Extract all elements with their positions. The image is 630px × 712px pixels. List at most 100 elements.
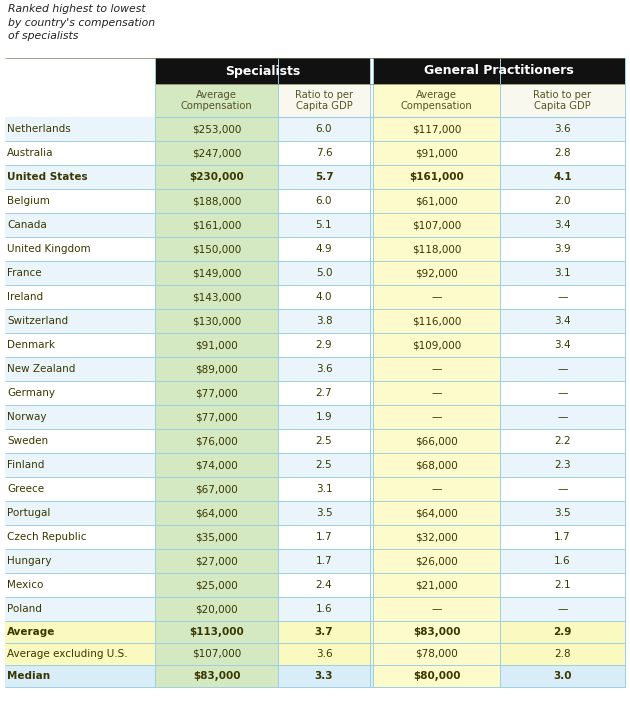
- Bar: [373, 597, 500, 621]
- Bar: [373, 165, 500, 189]
- Bar: [373, 189, 500, 213]
- Bar: [373, 285, 500, 309]
- Bar: [155, 309, 278, 333]
- Bar: [155, 357, 278, 381]
- Bar: [373, 58, 625, 84]
- Bar: [5, 597, 625, 621]
- Text: 2.7: 2.7: [316, 388, 332, 398]
- Bar: [155, 501, 278, 525]
- Text: Ratio to per
Capita GDP: Ratio to per Capita GDP: [534, 90, 592, 111]
- Text: $109,000: $109,000: [412, 340, 461, 350]
- Text: $78,000: $78,000: [415, 649, 458, 659]
- Bar: [373, 501, 500, 525]
- Text: 3.6: 3.6: [554, 124, 571, 134]
- Bar: [155, 189, 278, 213]
- Text: Poland: Poland: [7, 604, 42, 614]
- Text: $83,000: $83,000: [193, 671, 240, 681]
- Bar: [373, 621, 500, 643]
- Text: Portugal: Portugal: [7, 508, 50, 518]
- Bar: [373, 665, 500, 687]
- Text: $74,000: $74,000: [195, 460, 238, 470]
- Text: $66,000: $66,000: [415, 436, 458, 446]
- Text: $130,000: $130,000: [192, 316, 241, 326]
- Bar: [373, 261, 500, 285]
- Text: Average excluding U.S.: Average excluding U.S.: [7, 649, 128, 659]
- Text: Canada: Canada: [7, 220, 47, 230]
- Bar: [373, 643, 500, 665]
- Bar: [155, 621, 278, 643]
- Text: 1.6: 1.6: [316, 604, 332, 614]
- Text: Mexico: Mexico: [7, 580, 43, 590]
- Bar: [155, 525, 278, 549]
- Text: Australia: Australia: [7, 148, 54, 158]
- Text: 3.8: 3.8: [316, 316, 332, 326]
- Text: $107,000: $107,000: [412, 220, 461, 230]
- Bar: [5, 381, 625, 405]
- Bar: [5, 141, 625, 165]
- Text: 1.7: 1.7: [316, 556, 332, 566]
- Bar: [155, 405, 278, 429]
- Bar: [373, 213, 500, 237]
- Text: —: —: [432, 412, 442, 422]
- Text: 5.0: 5.0: [316, 268, 332, 278]
- Text: $91,000: $91,000: [415, 148, 458, 158]
- Text: $68,000: $68,000: [415, 460, 458, 470]
- Text: $80,000: $80,000: [413, 671, 461, 681]
- Text: Finland: Finland: [7, 460, 44, 470]
- Text: 2.4: 2.4: [316, 580, 332, 590]
- Bar: [5, 213, 625, 237]
- Bar: [155, 333, 278, 357]
- Bar: [155, 285, 278, 309]
- Bar: [155, 117, 278, 141]
- Text: —: —: [432, 388, 442, 398]
- Text: —: —: [432, 292, 442, 302]
- Bar: [373, 453, 500, 477]
- Text: $77,000: $77,000: [195, 412, 238, 422]
- Bar: [155, 261, 278, 285]
- Bar: [5, 453, 625, 477]
- Bar: [5, 621, 625, 643]
- Text: $20,000: $20,000: [195, 604, 238, 614]
- Text: Median: Median: [7, 671, 50, 681]
- Text: Netherlands: Netherlands: [7, 124, 71, 134]
- Text: —: —: [558, 484, 568, 494]
- Text: 3.5: 3.5: [316, 508, 332, 518]
- Bar: [5, 549, 625, 573]
- Text: $27,000: $27,000: [195, 556, 238, 566]
- Text: 2.0: 2.0: [554, 196, 571, 206]
- Text: $247,000: $247,000: [192, 148, 241, 158]
- Text: $67,000: $67,000: [195, 484, 238, 494]
- Text: 6.0: 6.0: [316, 124, 332, 134]
- Text: 2.5: 2.5: [316, 436, 332, 446]
- Text: United Kingdom: United Kingdom: [7, 244, 91, 254]
- Text: Ratio to per
Capita GDP: Ratio to per Capita GDP: [295, 90, 353, 111]
- Bar: [155, 213, 278, 237]
- Text: 2.2: 2.2: [554, 436, 571, 446]
- Bar: [373, 357, 500, 381]
- Bar: [5, 117, 625, 141]
- Text: 4.0: 4.0: [316, 292, 332, 302]
- Text: 2.8: 2.8: [554, 649, 571, 659]
- Bar: [373, 573, 500, 597]
- Bar: [155, 549, 278, 573]
- Text: 3.0: 3.0: [553, 671, 572, 681]
- Text: $161,000: $161,000: [192, 220, 241, 230]
- Text: $113,000: $113,000: [189, 627, 244, 637]
- Bar: [373, 333, 500, 357]
- Bar: [5, 525, 625, 549]
- Text: Sweden: Sweden: [7, 436, 48, 446]
- Text: Denmark: Denmark: [7, 340, 55, 350]
- Bar: [155, 665, 278, 687]
- Bar: [5, 333, 625, 357]
- Text: Average: Average: [7, 627, 55, 637]
- Bar: [278, 84, 370, 117]
- Bar: [155, 453, 278, 477]
- Text: 4.9: 4.9: [316, 244, 332, 254]
- Text: 2.9: 2.9: [316, 340, 332, 350]
- Text: 3.4: 3.4: [554, 220, 571, 230]
- Text: 1.9: 1.9: [316, 412, 332, 422]
- Bar: [155, 597, 278, 621]
- Text: —: —: [432, 484, 442, 494]
- Text: Ranked highest to lowest
by country's compensation
of specialists: Ranked highest to lowest by country's co…: [8, 4, 155, 41]
- Bar: [373, 429, 500, 453]
